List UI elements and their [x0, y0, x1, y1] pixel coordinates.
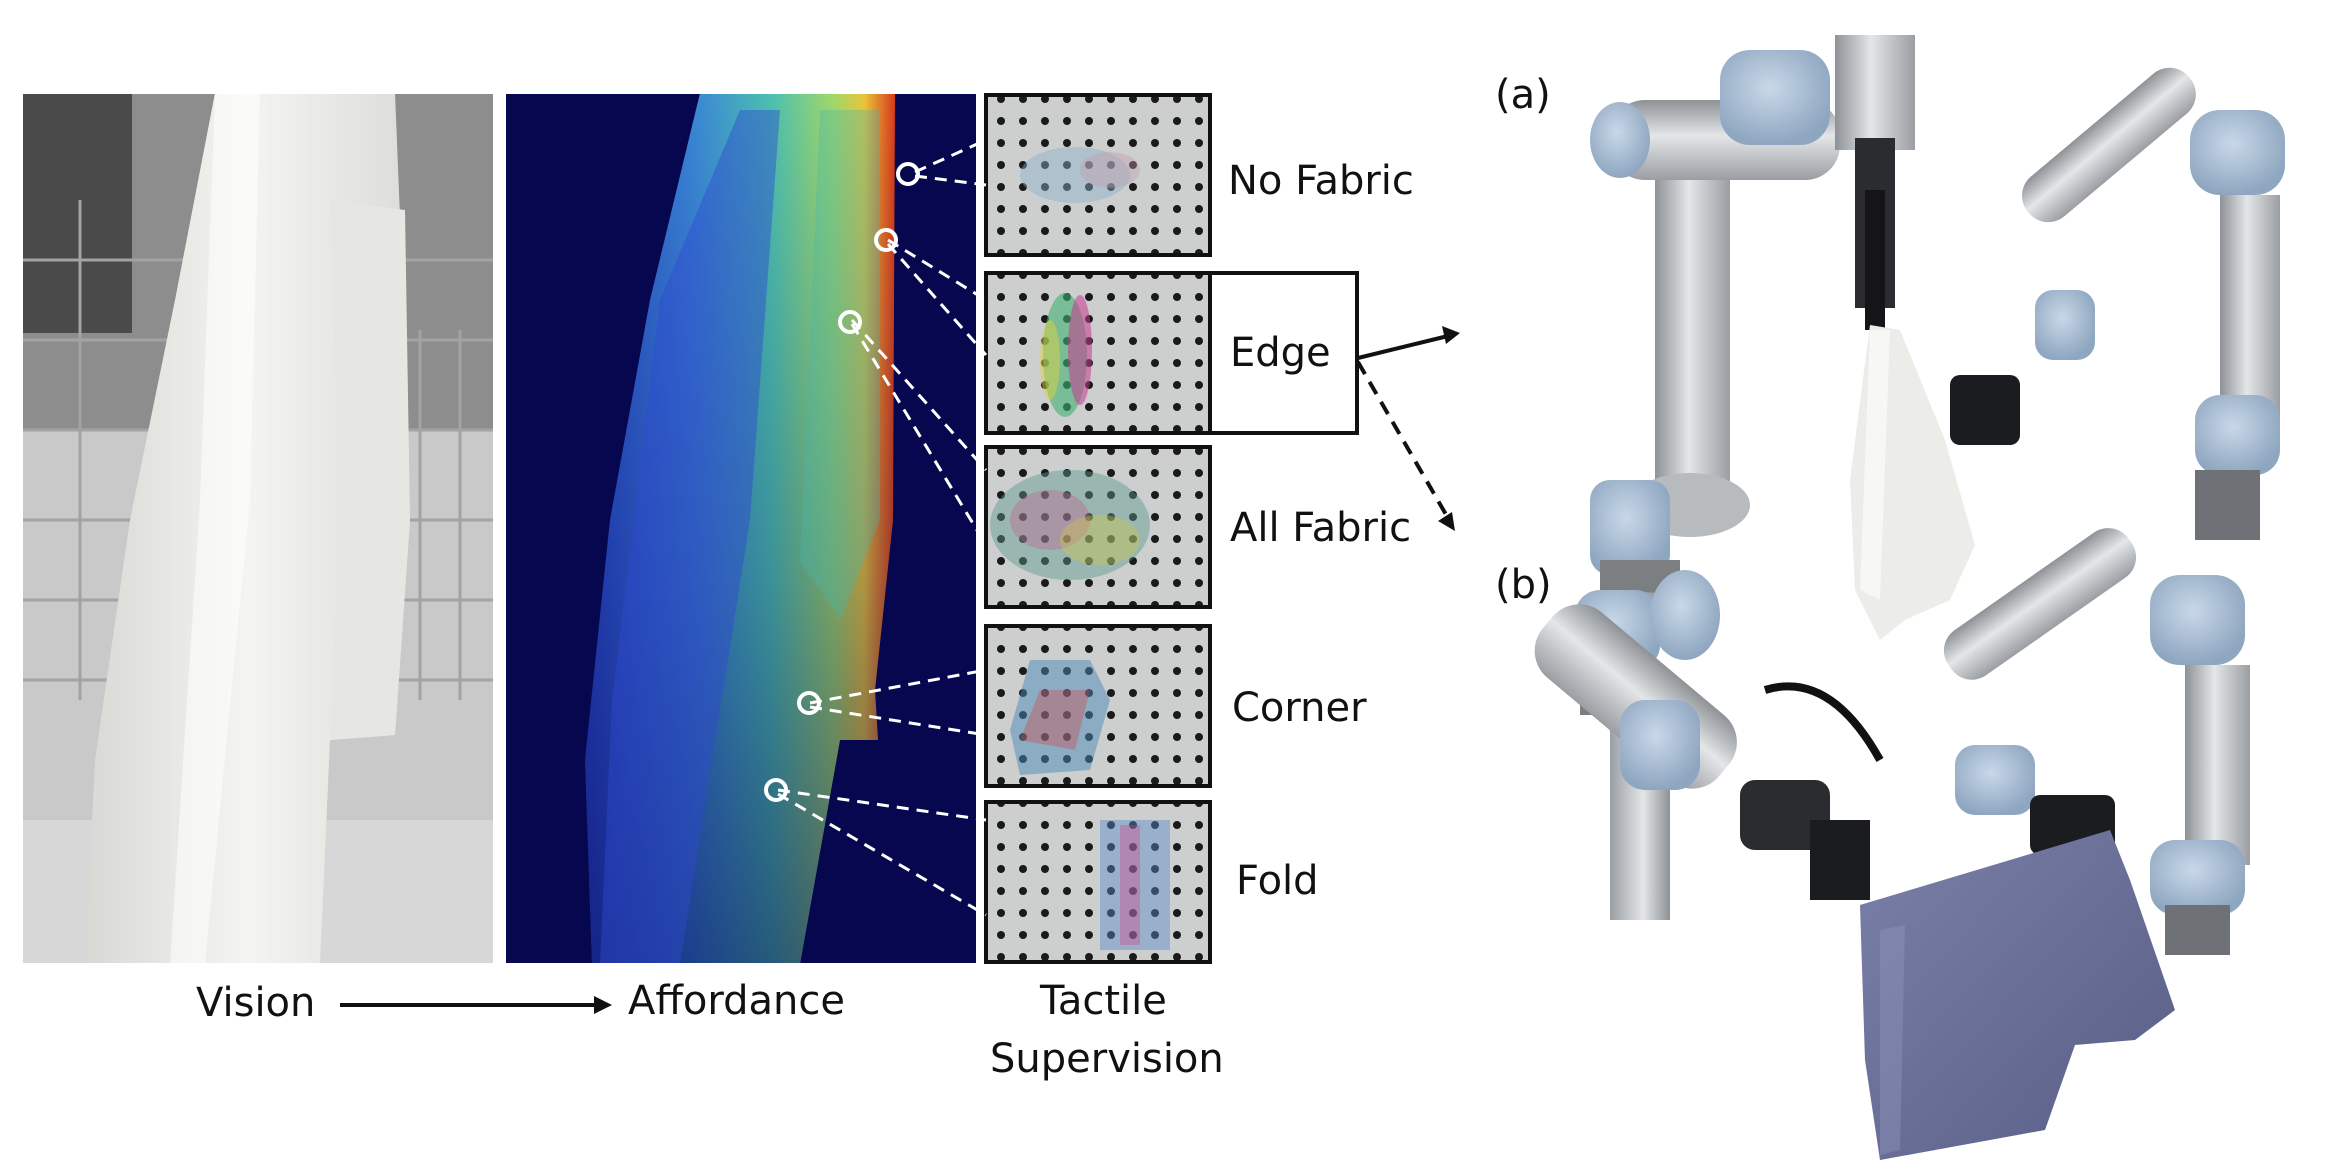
label-vision: Vision	[196, 980, 316, 1026]
vision-image	[22, 93, 494, 964]
robot-setup-a	[1588, 35, 2285, 640]
probe-points	[764, 162, 920, 802]
robot-setup-b	[1534, 528, 2250, 1160]
probe-point-icon	[874, 228, 898, 252]
probe-point-icon	[838, 310, 862, 334]
blue-towel	[1860, 830, 2175, 1160]
category-label-edge: Edge	[1230, 330, 1331, 376]
dashed-arrow-icon	[1356, 361, 1455, 531]
probe-point-icon	[896, 162, 920, 186]
category-label-all-fabric: All Fabric	[1230, 505, 1412, 551]
probe-leaders	[777, 138, 988, 917]
label-supervision: Supervision	[990, 1036, 1224, 1082]
vision-to-affordance-arrow	[340, 996, 612, 1014]
edge-selection-box	[1208, 271, 1359, 435]
probe-point-icon	[797, 691, 821, 715]
category-label-corner: Corner	[1232, 685, 1367, 731]
tactile-patch-all-fabric	[984, 445, 1212, 609]
affordance-heatmap	[505, 93, 977, 964]
label-affordance: Affordance	[628, 978, 845, 1024]
tactile-patch-edge	[984, 271, 1212, 435]
white-towel	[85, 93, 410, 964]
probe-point-icon	[764, 778, 788, 802]
category-label-no-fabric: No Fabric	[1228, 158, 1414, 204]
panel-label-b: (b)	[1495, 562, 1552, 608]
tactile-patch-corner	[984, 624, 1212, 788]
tactile-patch-fold	[984, 800, 1212, 964]
arrow-right-icon	[1357, 326, 1460, 360]
category-label-fold: Fold	[1236, 858, 1319, 904]
label-tactile: Tactile	[1040, 978, 1167, 1024]
panel-label-a: (a)	[1495, 72, 1551, 118]
gripper-icon	[1865, 190, 1885, 330]
tactile-patch-no-fabric	[984, 93, 1212, 257]
